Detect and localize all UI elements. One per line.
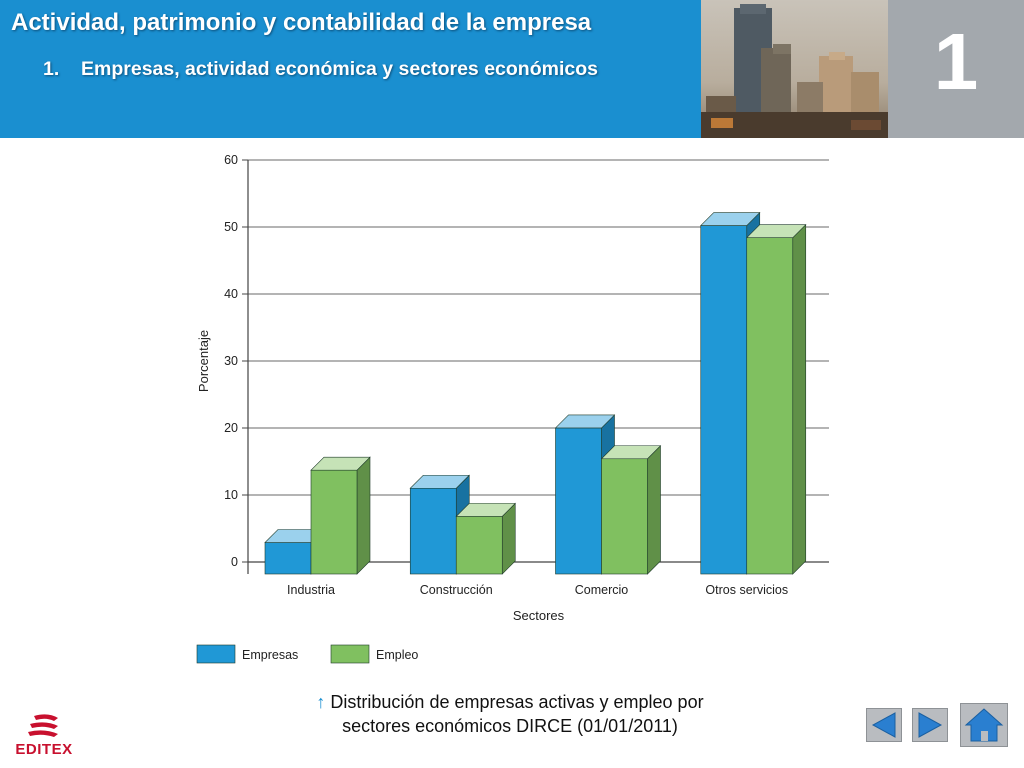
caption-line-2: sectores económicos DIRCE (01/01/2011) (342, 716, 678, 736)
bar-top (264, 529, 325, 543)
bar-empleo-0 (310, 469, 358, 575)
legend-label-empresas: Empresas (242, 648, 298, 662)
editex-logo-mark-icon (28, 714, 58, 737)
bar-side (310, 528, 325, 575)
bar-side (746, 211, 761, 575)
legend-swatch-empleo (330, 644, 370, 664)
bar-side (356, 456, 371, 575)
bar-empleo-2 (601, 458, 648, 575)
bar-top (310, 456, 371, 471)
y-tick-label: 40 (224, 287, 238, 301)
bar-empresas-3 (700, 225, 748, 575)
page-title: Actividad, patrimonio y contabilidad de … (11, 9, 592, 36)
bar-top (700, 212, 761, 226)
bar-empleo-1 (455, 516, 503, 575)
y-tick-label: 0 (231, 555, 238, 569)
bar-top (409, 474, 470, 489)
y-axis-title: Porcentaje (196, 330, 211, 392)
arrow-up-icon: ↑ (316, 692, 326, 712)
y-tick-label: 50 (224, 220, 238, 234)
editex-logo-text: EDITEX (15, 741, 73, 758)
bar-empresas-1 (409, 487, 457, 575)
bar-side (601, 414, 615, 575)
triangle-left-icon (871, 712, 896, 738)
bar-top (554, 414, 616, 429)
next-slide-button[interactable] (912, 708, 948, 742)
x-tick-label: Industria (287, 583, 335, 597)
bar-side (455, 474, 470, 575)
figure-caption: ↑ Distribución de empresas activas y emp… (250, 690, 770, 738)
bar-side (501, 502, 516, 575)
chapter-number: 1 (933, 17, 979, 106)
bar-top (600, 445, 662, 460)
x-tick-label: Comercio (575, 583, 629, 597)
y-tick-label: 60 (224, 153, 238, 167)
legend-swatch-empresas (196, 644, 236, 664)
bar-empresas-2 (555, 427, 602, 575)
home-icon (964, 708, 1004, 742)
chapter-box: 1 (888, 0, 1024, 138)
y-tick-label: 30 (224, 354, 238, 368)
bar-side (647, 445, 661, 575)
header-banner: Actividad, patrimonio y contabilidad de … (0, 0, 701, 138)
triangle-right-icon (918, 712, 943, 738)
x-tick-label: Otros servicios (705, 583, 788, 597)
y-tick-label: 10 (224, 488, 238, 502)
bar-side (792, 223, 807, 575)
bar-top (746, 224, 807, 238)
y-tick-label: 20 (224, 421, 238, 435)
x-tick-label: Construcción (420, 583, 493, 597)
bar-empresas-0 (264, 542, 312, 575)
city-skyline-photo (701, 0, 888, 138)
legend-label-empleo: Empleo (376, 648, 418, 662)
section-subtitle: 1. Empresas, actividad económica y sector… (43, 58, 598, 81)
bar-top (455, 503, 516, 517)
section-subtitle-text: Empresas, actividad económica y sectores… (81, 58, 598, 80)
section-number: 1. (43, 58, 60, 80)
caption-line-1: Distribución de empresas activas y emple… (325, 692, 704, 712)
home-button[interactable] (960, 703, 1008, 747)
x-axis-title: Sectores (513, 608, 565, 623)
previous-slide-button[interactable] (866, 708, 902, 742)
bar-empleo-3 (746, 237, 794, 575)
editex-logo: EDITEX (12, 712, 76, 758)
